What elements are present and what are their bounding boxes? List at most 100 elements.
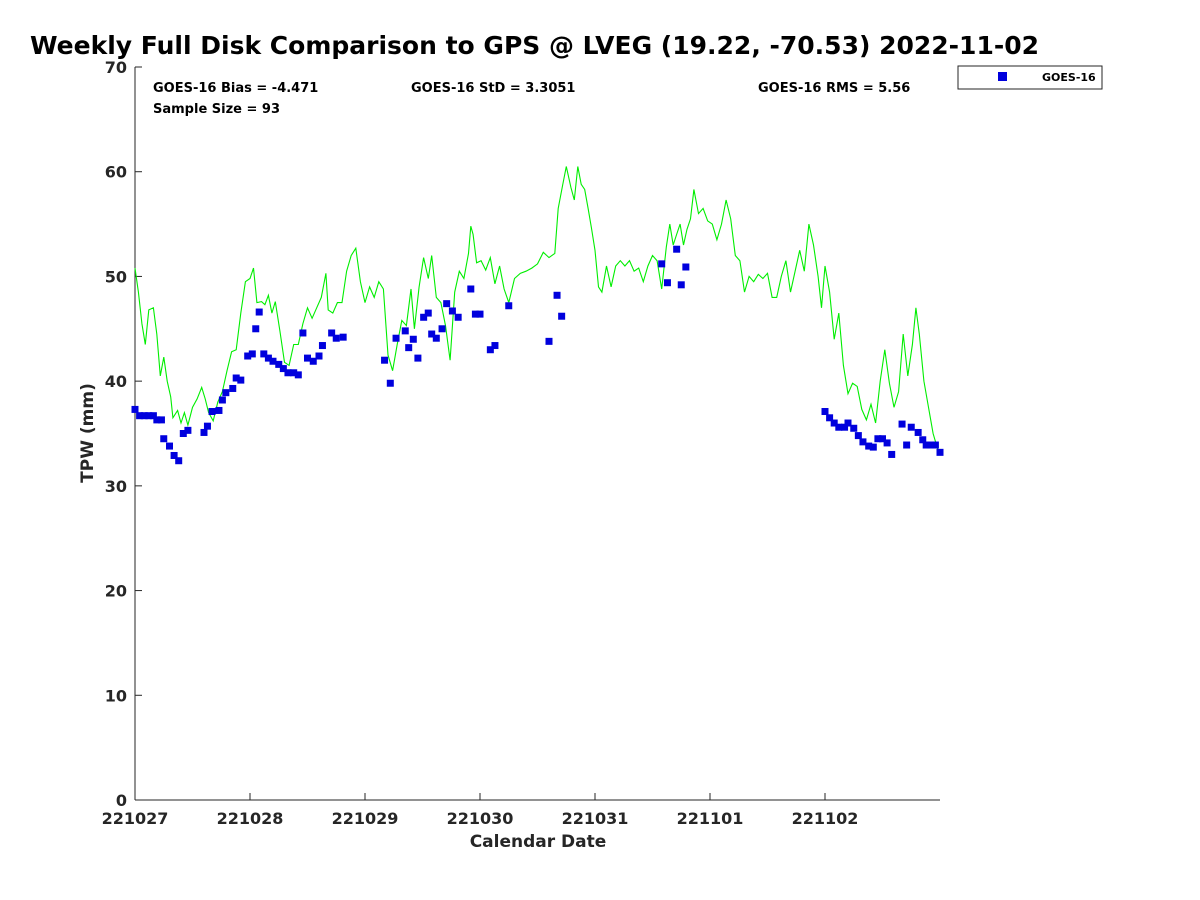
goes-16-point [215, 406, 223, 414]
goes-16-point [850, 424, 858, 432]
goes-16-point [299, 329, 307, 337]
y-tick-label: 0 [116, 791, 127, 810]
legend-box [957, 65, 1103, 90]
goes-16-point [854, 432, 862, 440]
goes-16-point [184, 426, 192, 434]
goes-16-point [237, 376, 245, 384]
goes-16-point [874, 435, 882, 443]
goes-16-point [663, 279, 671, 287]
y-axis-label: TPW (mm) [78, 383, 98, 483]
goes-16-point [140, 412, 148, 420]
goes-16-point [448, 307, 456, 315]
goes-16-point [175, 457, 183, 465]
goes-16-point [907, 423, 915, 431]
goes-16-point [830, 419, 838, 427]
x-tick-label: 221031 [562, 809, 629, 828]
goes-16-point [339, 333, 347, 341]
goes-16-point [260, 350, 268, 358]
x-tick-label: 221027 [102, 809, 169, 828]
goes-16-point [255, 308, 263, 316]
y-tick-label: 30 [105, 477, 127, 496]
goes-16-point [160, 435, 168, 443]
goes-16-point [218, 396, 226, 404]
goes-16-point [658, 260, 666, 268]
goes-16-point [222, 389, 230, 397]
goes-16-point [673, 245, 681, 253]
goes-16-point [869, 443, 877, 451]
y-tick-label: 10 [105, 686, 127, 705]
goes-16-point [931, 441, 939, 449]
legend-label: GOES-16 [1042, 71, 1096, 84]
x-axis-label: Calendar Date [470, 832, 607, 852]
goes-16-point [859, 438, 867, 446]
goes-16-point [486, 346, 494, 354]
y-tick-label: 50 [105, 267, 127, 286]
goes-16-points [131, 245, 944, 465]
goes-16-point [269, 357, 277, 365]
goes-16-point [841, 423, 849, 431]
goes-16-point [381, 356, 389, 364]
goes-16-point [821, 408, 829, 416]
goes-16-point [275, 360, 283, 368]
goes-16-point [888, 450, 896, 458]
goes-16-point [386, 379, 394, 387]
y-tick-label: 20 [105, 582, 127, 601]
chart-title: Weekly Full Disk Comparison to GPS @ LVE… [30, 31, 1039, 60]
goes-16-point [883, 439, 891, 447]
goes-16-point [405, 344, 413, 352]
goes-16-point [145, 412, 153, 420]
goes-16-point [898, 420, 906, 428]
goes-16-point [252, 325, 260, 333]
goes-16-point [865, 442, 873, 450]
legend: GOES-16 [957, 65, 1103, 90]
x-tick-label: 221101 [677, 809, 744, 828]
goes-16-point [304, 354, 311, 362]
goes-16-point [401, 327, 409, 335]
goes-16-point [443, 300, 451, 308]
goes-16-point [919, 436, 927, 444]
goes-16-point [332, 334, 340, 342]
goes-16-point [244, 352, 252, 360]
std-stat: GOES-16 StD = 3.3051 [411, 81, 575, 96]
goes-16-point [232, 374, 240, 382]
goes-16-point [558, 312, 566, 320]
goes-16-point [914, 428, 922, 436]
goes-16-point [409, 335, 417, 343]
goes-16-point [149, 412, 157, 420]
goes-16-point [476, 310, 484, 318]
y-tick-label: 70 [105, 58, 127, 77]
goes-16-point [835, 423, 843, 431]
gps-series-line [134, 166, 941, 453]
y-ticks: 0 10 20 30 40 50 60 70 [105, 58, 142, 810]
goes-16-point [203, 422, 211, 430]
goes-16-point [131, 405, 139, 413]
goes-16-point [420, 313, 428, 321]
goes-16-point [677, 281, 685, 289]
goes-16-point [438, 325, 446, 333]
goes-16-point [309, 357, 317, 365]
goes-16-point [200, 428, 208, 436]
goes-16-point [208, 408, 216, 416]
goes-16-point [318, 342, 326, 350]
goes-16-point [844, 419, 852, 427]
y-tick-label: 60 [105, 163, 127, 182]
goes-16-point [229, 384, 237, 392]
goes-16-point [491, 342, 499, 350]
y-tick-label: 40 [105, 372, 127, 391]
goes-16-point [264, 354, 272, 362]
x-tick-label: 221030 [447, 809, 514, 828]
axes-frame [134, 67, 940, 801]
goes-16-point [248, 350, 256, 358]
goes-16-point [903, 441, 911, 449]
goes-16-point [927, 441, 935, 449]
legend-marker [998, 72, 1007, 81]
x-tick-label: 221102 [792, 809, 859, 828]
goes-16-point [279, 365, 287, 373]
rms-stat: GOES-16 RMS = 5.56 [758, 81, 910, 96]
goes-16-point [153, 416, 161, 424]
goes-16-point [553, 291, 561, 299]
goes-16-point [328, 329, 336, 337]
goes-16-point [826, 414, 834, 422]
goes-16-point [922, 441, 930, 449]
